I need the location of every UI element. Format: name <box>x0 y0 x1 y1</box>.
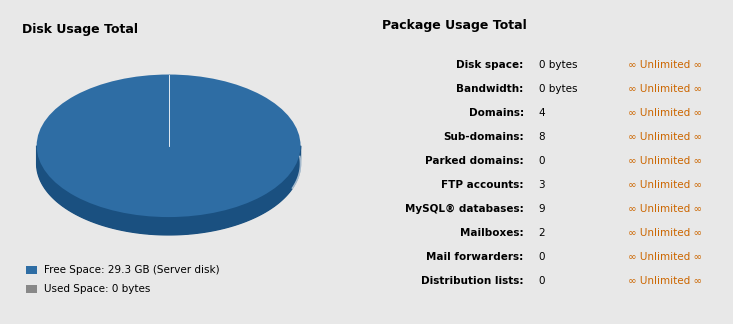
Text: Sub-domains:: Sub-domains: <box>443 132 523 142</box>
Text: 8: 8 <box>539 132 545 142</box>
Ellipse shape <box>37 92 301 235</box>
Bar <box>26 285 37 293</box>
Text: MySQL® databases:: MySQL® databases: <box>405 203 523 214</box>
Text: Mailboxes:: Mailboxes: <box>460 228 523 237</box>
Polygon shape <box>37 146 301 235</box>
Text: 0: 0 <box>539 276 545 285</box>
Text: FTP accounts:: FTP accounts: <box>441 180 523 190</box>
Text: ∞ Unlimited ∞: ∞ Unlimited ∞ <box>628 60 702 70</box>
Text: 0: 0 <box>539 156 545 166</box>
Text: Domains:: Domains: <box>468 108 523 118</box>
Text: ∞ Unlimited ∞: ∞ Unlimited ∞ <box>628 252 702 261</box>
Bar <box>26 266 37 274</box>
Text: Free Space: 29.3 GB (Server disk): Free Space: 29.3 GB (Server disk) <box>44 265 220 275</box>
Text: Bandwidth:: Bandwidth: <box>457 84 523 94</box>
Ellipse shape <box>37 92 301 235</box>
Text: Disk Usage Total: Disk Usage Total <box>22 23 138 36</box>
Text: 4: 4 <box>539 108 545 118</box>
Text: Package Usage Total: Package Usage Total <box>382 19 526 32</box>
Text: ∞ Unlimited ∞: ∞ Unlimited ∞ <box>628 132 702 142</box>
Text: ∞ Unlimited ∞: ∞ Unlimited ∞ <box>628 84 702 94</box>
Text: Parked domains:: Parked domains: <box>425 156 523 166</box>
Text: ∞ Unlimited ∞: ∞ Unlimited ∞ <box>628 180 702 190</box>
Ellipse shape <box>37 75 301 217</box>
Text: ∞ Unlimited ∞: ∞ Unlimited ∞ <box>628 108 702 118</box>
Text: 0: 0 <box>539 252 545 261</box>
Text: 9: 9 <box>539 204 545 214</box>
Text: Distribution lists:: Distribution lists: <box>421 276 523 285</box>
Text: ∞ Unlimited ∞: ∞ Unlimited ∞ <box>628 204 702 214</box>
Text: ∞ Unlimited ∞: ∞ Unlimited ∞ <box>628 156 702 166</box>
Text: 2: 2 <box>539 228 545 237</box>
Text: 0 bytes: 0 bytes <box>539 60 577 70</box>
Text: Used Space: 0 bytes: Used Space: 0 bytes <box>44 284 150 294</box>
Text: ∞ Unlimited ∞: ∞ Unlimited ∞ <box>628 228 702 237</box>
Text: ∞ Unlimited ∞: ∞ Unlimited ∞ <box>628 276 702 285</box>
Text: Mail forwarders:: Mail forwarders: <box>427 252 523 261</box>
Text: 0 bytes: 0 bytes <box>539 84 577 94</box>
Text: Disk space:: Disk space: <box>457 60 523 70</box>
Text: 3: 3 <box>539 180 545 190</box>
